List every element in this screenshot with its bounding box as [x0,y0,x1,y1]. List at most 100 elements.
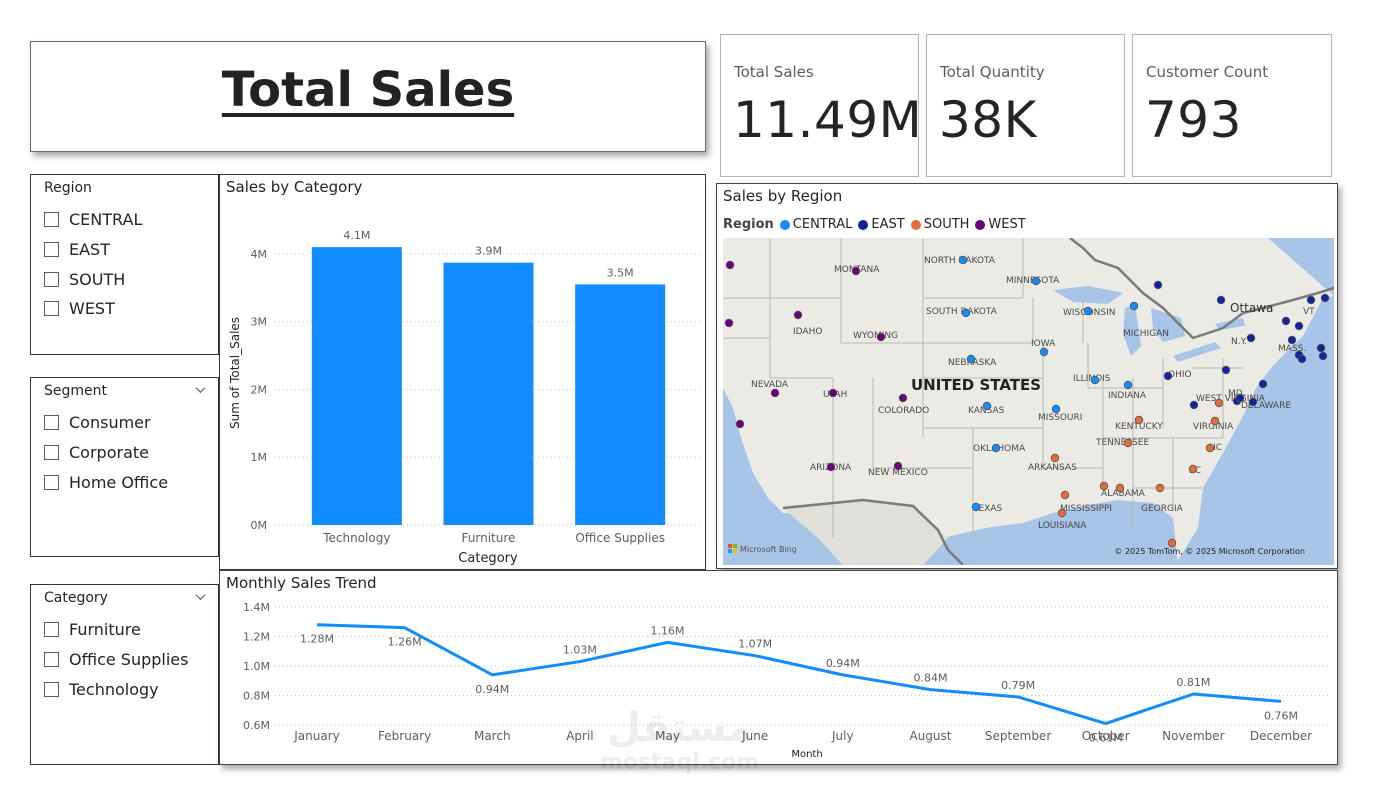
map-point-south[interactable] [1155,483,1165,493]
map-point-central[interactable] [1090,375,1100,385]
map-point-central[interactable] [958,255,968,265]
legend-item-central[interactable]: CENTRAL [779,217,852,232]
slicer-item-south[interactable]: SOUTH [44,264,142,294]
kpi-card-total-sales[interactable]: Total Sales 11.49M [720,34,922,177]
checkbox[interactable] [44,445,59,461]
map-point-central[interactable] [971,502,981,512]
slicer-item-technology[interactable]: Technology [44,674,188,704]
data-point[interactable] [1102,720,1110,728]
data-point[interactable] [401,624,409,632]
map-point-south[interactable] [1167,538,1177,548]
map-canvas[interactable]: NORTH DAKOTAMINNESOTAMONTANA SOUTH DAKOT… [723,238,1334,565]
slicer-item-central[interactable]: CENTRAL [44,205,142,235]
data-point[interactable] [1277,697,1285,705]
map-point-south[interactable] [1099,481,1109,491]
map-point-east[interactable] [1306,295,1316,305]
slicer-item-corporate[interactable]: Corporate [44,438,168,468]
map-point-east[interactable] [1153,280,1163,290]
slicer-item-consumer[interactable]: Consumer [44,408,168,438]
map-point-east[interactable] [1294,321,1304,331]
map-point-west[interactable] [828,388,838,398]
map-point-east[interactable] [1297,354,1307,364]
map-point-west[interactable] [851,266,861,276]
data-point[interactable] [839,671,847,679]
legend-item-west[interactable]: WEST [975,217,1026,232]
slicer-item-furniture[interactable]: Furniture [44,615,188,645]
map-point-south[interactable] [1205,443,1215,453]
legend-item-east[interactable]: EAST [858,217,905,232]
monthly-sales-trend-chart[interactable]: Monthly Sales Trend 0.6M 0.8M 1.0M 1.2M 1.4M… [219,570,1338,765]
map-point-central[interactable] [966,354,976,364]
checkbox[interactable] [44,212,59,228]
slicer-item-east[interactable]: EAST [44,235,142,265]
map-point-south[interactable] [1060,490,1070,500]
slicer-item-office-supplies[interactable]: Office Supplies [44,645,188,675]
map-point-east[interactable] [1320,293,1330,303]
kpi-card-customer-count[interactable]: Customer Count 793 [1132,34,1332,177]
map-point-south[interactable] [1188,464,1198,474]
map-point-south[interactable] [1050,453,1060,463]
checkbox[interactable] [44,301,59,317]
map-point-central[interactable] [1051,404,1061,414]
data-point[interactable] [1189,690,1197,698]
chevron-down-icon[interactable] [195,592,206,603]
checkbox[interactable] [44,681,59,697]
map-point-east[interactable] [1235,393,1245,403]
map-point-central[interactable] [961,308,971,318]
data-point[interactable] [664,638,672,646]
map-point-central[interactable] [1129,301,1139,311]
map-point-east[interactable] [1216,295,1226,305]
map-point-west[interactable] [876,332,886,342]
map-point-south[interactable] [1134,415,1144,425]
checkbox[interactable] [44,271,59,287]
map-point-west[interactable] [724,318,734,328]
checkbox[interactable] [44,242,59,258]
sales-by-category-chart[interactable]: Sales by Category 0M 1M 2M 3M 4M 4.1M Technolo… [219,174,706,570]
segment-slicer[interactable]: Segment Consumer Corporate Home Office [30,377,219,557]
kpi-card-total-quantity[interactable]: Total Quantity 38K [926,34,1125,177]
sales-by-region-map[interactable]: Sales by Region Region CENTRAL EAST SOUT… [716,183,1338,569]
map-point-east[interactable] [1258,379,1268,389]
map-point-south[interactable] [1115,483,1125,493]
map-point-central[interactable] [991,443,1001,453]
category-slicer[interactable]: Category Furniture Office Supplies Techn… [30,584,219,765]
chevron-down-icon[interactable] [195,385,206,396]
map-point-south[interactable] [1123,438,1133,448]
map-point-west[interactable] [793,310,803,320]
map-point-east[interactable] [1248,397,1258,407]
bar[interactable] [311,247,402,525]
map-point-central[interactable] [1031,276,1041,286]
legend-item-south[interactable]: SOUTH [910,217,969,232]
data-point[interactable] [488,671,496,679]
map-point-east[interactable] [1246,333,1256,343]
map-point-south[interactable] [1214,398,1224,408]
map-point-central[interactable] [1039,347,1049,357]
map-point-south[interactable] [1210,416,1220,426]
map-point-west[interactable] [735,419,745,429]
map-point-central[interactable] [1083,306,1093,316]
slicer-item-home-office[interactable]: Home Office [44,467,168,497]
map-point-south[interactable] [1057,508,1067,518]
map-point-central[interactable] [1123,380,1133,390]
map-point-central[interactable] [982,401,992,411]
data-point[interactable] [751,652,759,660]
map-point-east[interactable] [1281,316,1291,326]
map-point-east[interactable] [1189,400,1199,410]
map-point-east[interactable] [1287,335,1297,345]
map-point-west[interactable] [770,388,780,398]
region-slicer[interactable]: Region CENTRAL EAST SOUTH WEST [30,174,219,355]
series-line[interactable] [316,623,1282,726]
map-point-east[interactable] [1316,343,1326,353]
map-point-east[interactable] [1221,365,1231,375]
slicer-item-west[interactable]: WEST [44,294,142,324]
map-point-east[interactable] [1318,351,1328,361]
map-point-west[interactable] [826,462,836,472]
data-point[interactable] [313,621,321,629]
map-point-west[interactable] [898,393,908,403]
checkbox[interactable] [44,652,59,668]
checkbox[interactable] [44,622,59,638]
checkbox[interactable] [44,415,59,431]
checkbox[interactable] [44,474,59,490]
bar[interactable] [443,262,534,525]
data-point[interactable] [926,686,934,694]
